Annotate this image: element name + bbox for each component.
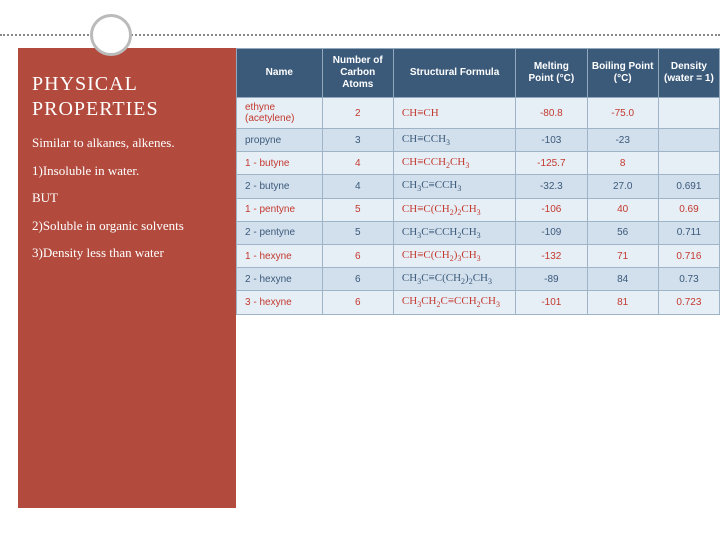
th-dens: Density (water = 1) xyxy=(658,49,719,98)
table-row: 2 - butyne4CH3C≡CCH3-32.327.00.691 xyxy=(237,175,720,198)
sidebar-text-3: 2)Soluble in organic solvents xyxy=(32,217,222,235)
cell-mp: -109 xyxy=(516,221,587,244)
sidebar-text-1: 1)Insoluble in water. xyxy=(32,162,222,180)
cell-name: 1 - hexyne xyxy=(237,244,323,267)
table-body: ethyne (acetylene)2CH≡CH-80.8-75.0propyn… xyxy=(237,98,720,315)
cell-bp: 27.0 xyxy=(587,175,658,198)
sidebar-text-0: Similar to alkanes, alkenes. xyxy=(32,134,222,152)
table-row: 2 - hexyne6CH3C≡C(CH2)2CH3-89840.73 xyxy=(237,268,720,291)
cell-dens xyxy=(658,152,719,175)
table-row: 1 - hexyne6CH≡C(CH2)3CH3-132710.716 xyxy=(237,244,720,267)
cell-mp: -80.8 xyxy=(516,98,587,129)
title-line2: PROPERTIES xyxy=(32,98,159,120)
cell-dens: 0.69 xyxy=(658,198,719,221)
cell-mp: -103 xyxy=(516,129,587,152)
cell-mp: -106 xyxy=(516,198,587,221)
cell-name: 3 - hexyne xyxy=(237,291,323,314)
cell-dens: 0.711 xyxy=(658,221,719,244)
sidebar-title: PHYSICAL PROPERTIES xyxy=(32,72,222,122)
cell-name: 1 - butyne xyxy=(237,152,323,175)
cell-formula: CH≡C(CH2)2CH3 xyxy=(393,198,515,221)
cell-formula: CH≡CH xyxy=(393,98,515,129)
cell-formula: CH3C≡CCH2CH3 xyxy=(393,221,515,244)
th-bp: Boiling Point (°C) xyxy=(587,49,658,98)
decorative-circle xyxy=(90,14,132,56)
cell-atoms: 2 xyxy=(322,98,393,129)
table-row: propyne3CH≡CCH3-103-23 xyxy=(237,129,720,152)
cell-mp: -32.3 xyxy=(516,175,587,198)
cell-bp: -23 xyxy=(587,129,658,152)
cell-mp: -132 xyxy=(516,244,587,267)
table-row: 1 - butyne4CH≡CCH2CH3-125.78 xyxy=(237,152,720,175)
cell-atoms: 3 xyxy=(322,129,393,152)
table-header-row: Name Number of Carbon Atoms Structural F… xyxy=(237,49,720,98)
cell-atoms: 5 xyxy=(322,221,393,244)
cell-mp: -101 xyxy=(516,291,587,314)
cell-dens: 0.73 xyxy=(658,268,719,291)
title-line1: PHYSICAL xyxy=(32,73,138,95)
properties-table-wrap: Name Number of Carbon Atoms Structural F… xyxy=(236,48,720,315)
th-formula: Structural Formula xyxy=(393,49,515,98)
cell-name: 2 - butyne xyxy=(237,175,323,198)
table-row: 2 - pentyne5CH3C≡CCH2CH3-109560.711 xyxy=(237,221,720,244)
cell-dens: 0.723 xyxy=(658,291,719,314)
cell-name: 1 - pentyne xyxy=(237,198,323,221)
cell-atoms: 6 xyxy=(322,268,393,291)
cell-atoms: 6 xyxy=(322,244,393,267)
cell-name: propyne xyxy=(237,129,323,152)
th-name: Name xyxy=(237,49,323,98)
cell-dens xyxy=(658,129,719,152)
sidebar-text-4: 3)Density less than water xyxy=(32,244,222,262)
th-mp: Melting Point (°C) xyxy=(516,49,587,98)
cell-formula: CH3C≡CCH3 xyxy=(393,175,515,198)
cell-bp: 84 xyxy=(587,268,658,291)
cell-bp: 40 xyxy=(587,198,658,221)
cell-atoms: 4 xyxy=(322,175,393,198)
cell-bp: -75.0 xyxy=(587,98,658,129)
cell-dens xyxy=(658,98,719,129)
cell-atoms: 5 xyxy=(322,198,393,221)
cell-atoms: 4 xyxy=(322,152,393,175)
cell-bp: 8 xyxy=(587,152,658,175)
cell-bp: 56 xyxy=(587,221,658,244)
table-row: 3 - hexyne6CH3CH2C≡CCH2CH3-101810.723 xyxy=(237,291,720,314)
cell-formula: CH≡CCH3 xyxy=(393,129,515,152)
cell-name: ethyne (acetylene) xyxy=(237,98,323,129)
table-row: 1 - pentyne5CH≡C(CH2)2CH3-106400.69 xyxy=(237,198,720,221)
sidebar-panel: PHYSICAL PROPERTIES Similar to alkanes, … xyxy=(18,48,236,508)
cell-mp: -89 xyxy=(516,268,587,291)
table-row: ethyne (acetylene)2CH≡CH-80.8-75.0 xyxy=(237,98,720,129)
cell-bp: 81 xyxy=(587,291,658,314)
cell-formula: CH≡C(CH2)3CH3 xyxy=(393,244,515,267)
cell-name: 2 - pentyne xyxy=(237,221,323,244)
cell-atoms: 6 xyxy=(322,291,393,314)
cell-name: 2 - hexyne xyxy=(237,268,323,291)
cell-mp: -125.7 xyxy=(516,152,587,175)
cell-formula: CH≡CCH2CH3 xyxy=(393,152,515,175)
cell-formula: CH3C≡C(CH2)2CH3 xyxy=(393,268,515,291)
properties-table: Name Number of Carbon Atoms Structural F… xyxy=(236,48,720,315)
cell-dens: 0.691 xyxy=(658,175,719,198)
cell-formula: CH3CH2C≡CCH2CH3 xyxy=(393,291,515,314)
sidebar-text-2: BUT xyxy=(32,189,222,207)
cell-dens: 0.716 xyxy=(658,244,719,267)
th-atoms: Number of Carbon Atoms xyxy=(322,49,393,98)
cell-bp: 71 xyxy=(587,244,658,267)
